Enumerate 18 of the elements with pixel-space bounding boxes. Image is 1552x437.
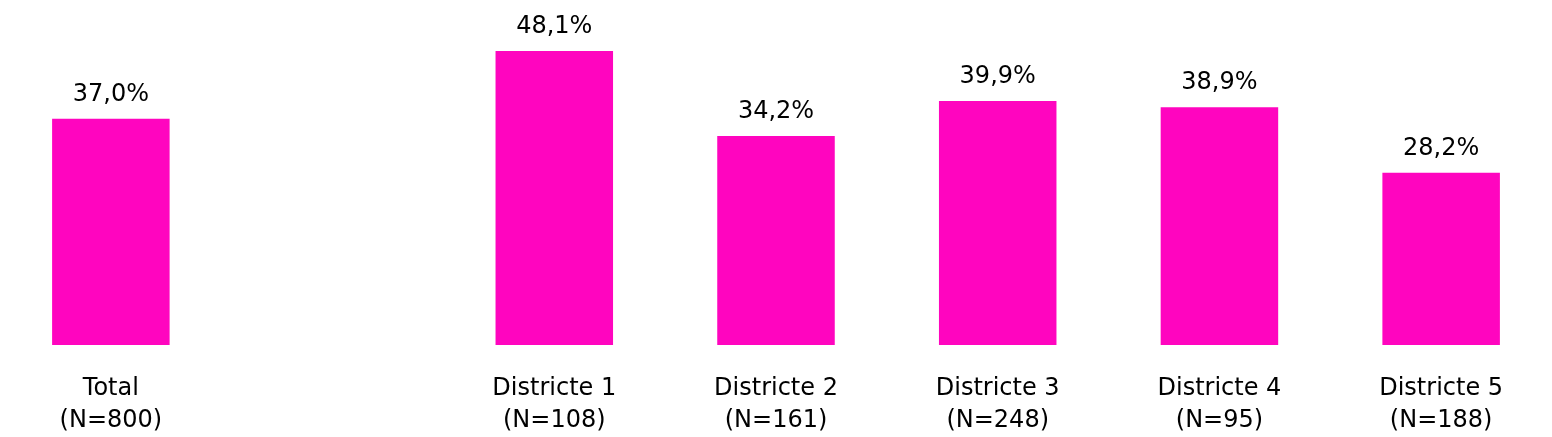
data-label: 34,2% bbox=[737, 95, 815, 124]
x-tick-label: Total (N=800) bbox=[59, 373, 163, 433]
x-tick-label: Districte 5 (N=188) bbox=[1379, 373, 1504, 433]
data-label: 38,9% bbox=[1181, 67, 1258, 96]
x-tick-label: Districte 1 (N=108) bbox=[492, 373, 617, 433]
data-label: 28,2% bbox=[1403, 132, 1480, 161]
x-tick-label: Districte 2 (N=161) bbox=[714, 373, 838, 433]
x-tick-label: Districte 3 (N=248) bbox=[935, 373, 1060, 433]
bar bbox=[938, 101, 1057, 345]
bar bbox=[1160, 107, 1279, 345]
data-label: 37,0% bbox=[72, 78, 149, 107]
bar bbox=[52, 118, 170, 345]
x-tick-label: Districte 4 (N=95) bbox=[1157, 373, 1282, 433]
bar bbox=[495, 51, 614, 345]
data-label: 48,1% bbox=[516, 11, 593, 39]
data-label: 39,9% bbox=[959, 61, 1036, 90]
bar bbox=[717, 135, 835, 345]
bar bbox=[1382, 172, 1500, 345]
